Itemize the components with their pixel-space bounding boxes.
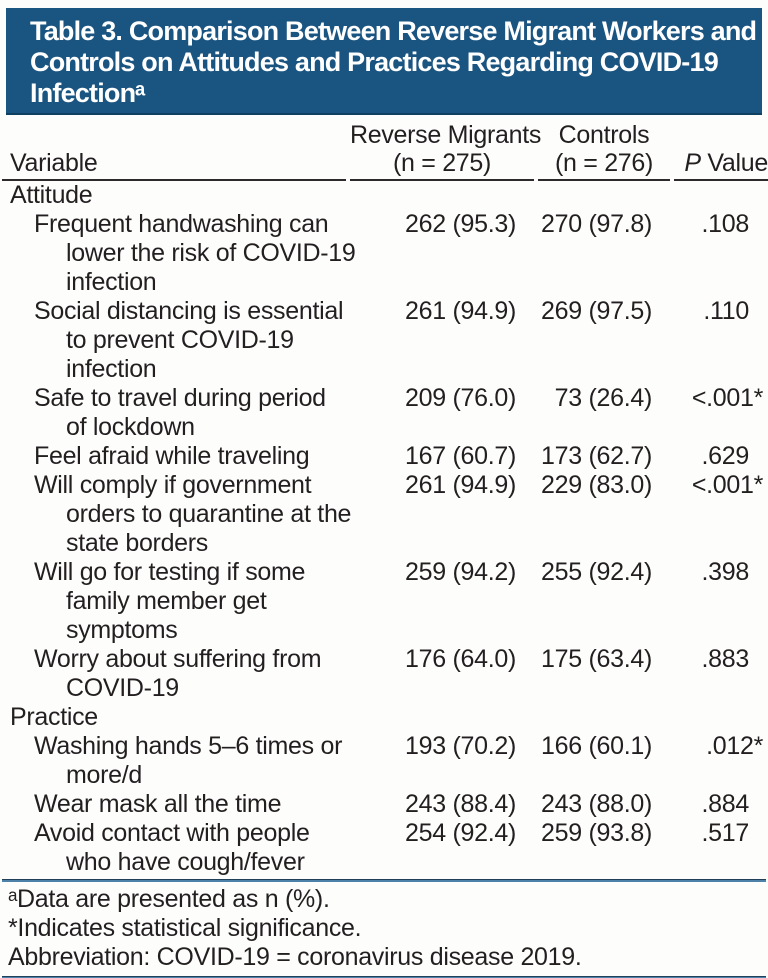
table-title-line: Table 3. Comparison Between Reverse Migr… xyxy=(30,16,757,46)
table-title-line: Controls on Attitudes and Practices Rega… xyxy=(30,47,719,77)
p-value: <.001* xyxy=(691,471,763,499)
reverse-migrants-value: 176 (64.0) xyxy=(405,645,516,673)
p-value: .398 xyxy=(701,558,750,586)
p-value: .108 xyxy=(701,210,750,238)
row-label: Social distancing is essential to prevent… xyxy=(34,297,344,383)
column-header-controls: Controls (n = 276) xyxy=(538,117,670,181)
table-row: Frequent handwashing can lower the risk o… xyxy=(2,210,768,297)
reverse-migrants-value: 243 (88.4) xyxy=(405,790,516,818)
table-row: Safe to travel during period of lockdown … xyxy=(2,384,768,442)
p-value: .629 xyxy=(701,442,750,470)
row-label: Worry about suffering from COVID-19 xyxy=(34,645,322,702)
controls-value: 229 (83.0) xyxy=(541,471,652,499)
controls-value: 175 (63.4) xyxy=(541,645,652,673)
controls-value: 243 (88.0) xyxy=(541,790,652,818)
reverse-migrants-value: 193 (70.2) xyxy=(405,732,516,760)
reverse-migrants-value: 262 (95.3) xyxy=(405,210,516,238)
column-header-p-value: P Value xyxy=(674,117,768,181)
controls-value: 270 (97.8) xyxy=(541,210,652,238)
column-header-line: P Value xyxy=(684,149,768,177)
p-value: .110 xyxy=(703,297,749,325)
p-value: .883 xyxy=(701,645,750,673)
table-row: Washing hands 5–6 times or more/d 193 (70… xyxy=(2,732,768,790)
reverse-migrants-value: 209 (76.0) xyxy=(405,384,516,412)
column-header-line: Reverse Migrants xyxy=(350,121,542,149)
table-row: Will go for testing if some family member… xyxy=(2,558,768,645)
controls-value: 269 (97.5) xyxy=(541,297,652,325)
figure-bottom-rule xyxy=(2,976,766,978)
row-label: Safe to travel during period of lockdown xyxy=(34,384,326,441)
p-value: .012* xyxy=(706,732,763,760)
table-title-line: Infectionᵃ xyxy=(30,78,145,108)
table-end-rule xyxy=(2,879,766,882)
column-header-line: Controls xyxy=(558,121,650,149)
reverse-migrants-value: 261 (94.9) xyxy=(405,471,516,499)
section-row: Practice xyxy=(2,703,768,732)
table-row: Worry about suffering from COVID-19 176 (… xyxy=(2,645,768,703)
section-label: Practice xyxy=(10,703,98,731)
column-header-reverse-migrants: Reverse Migrants (n = 275) xyxy=(350,117,542,181)
controls-value: 166 (60.1) xyxy=(541,732,652,760)
section-label: Attitude xyxy=(10,181,93,209)
row-label: Washing hands 5–6 times or more/d xyxy=(34,732,343,789)
comparison-table: Variable Reverse Migrants (n = 275) Cont… xyxy=(0,117,768,877)
header-row: Variable Reverse Migrants (n = 275) Cont… xyxy=(2,117,768,181)
table-title-banner: Table 3. Comparison Between Reverse Migr… xyxy=(6,8,762,115)
p-value: <.001* xyxy=(691,384,763,412)
footnote-data-presentation: ᵃData are presented as n (%). xyxy=(8,885,330,913)
table-row: Feel afraid while traveling 167 (60.7) 1… xyxy=(2,442,768,471)
p-value: .517 xyxy=(701,819,750,847)
p-value: .884 xyxy=(701,790,750,818)
reverse-migrants-value: 254 (92.4) xyxy=(405,819,516,847)
footnote-abbreviation: Abbreviation: COVID-19 = coronavirus dis… xyxy=(8,943,582,971)
controls-value: 259 (93.8) xyxy=(541,819,652,847)
row-label: Will comply if government orders to quara… xyxy=(34,471,352,557)
controls-value: 255 (92.4) xyxy=(541,558,652,586)
reverse-migrants-value: 167 (60.7) xyxy=(405,442,516,470)
column-header-line: (n = 276) xyxy=(554,149,654,177)
section-row: Attitude xyxy=(2,181,768,210)
footnote-significance: *Indicates statistical significance. xyxy=(8,914,362,942)
table-row: Social distancing is essential to prevent… xyxy=(2,297,768,384)
table-row: Wear mask all the time 243 (88.4) 243 (8… xyxy=(2,790,768,819)
row-label: Feel afraid while traveling xyxy=(34,442,310,470)
reverse-migrants-value: 261 (94.9) xyxy=(405,297,516,325)
footnotes: ᵃData are presented as n (%). *Indicates… xyxy=(0,882,768,976)
column-header-line: (n = 275) xyxy=(392,149,492,177)
column-header-variable: Variable xyxy=(2,117,346,181)
controls-value: 73 (26.4) xyxy=(554,384,653,412)
row-label: Will go for testing if some family member… xyxy=(34,558,306,644)
table-row: Avoid contact with people who have cough/… xyxy=(2,819,768,877)
table-row: Will comply if government orders to quara… xyxy=(2,471,768,558)
reverse-migrants-value: 259 (94.2) xyxy=(405,558,516,586)
row-label: Wear mask all the time xyxy=(34,790,282,818)
row-label: Avoid contact with people who have cough/… xyxy=(34,819,310,876)
row-label: Frequent handwashing can lower the risk o… xyxy=(34,210,356,296)
controls-value: 173 (62.7) xyxy=(541,442,652,470)
